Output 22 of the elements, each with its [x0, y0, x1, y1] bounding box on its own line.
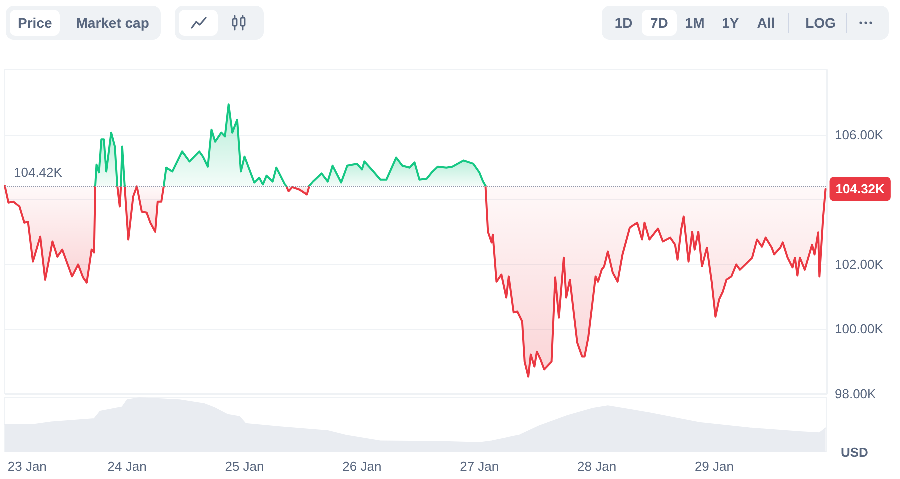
range-label: All — [757, 15, 776, 31]
x-tick-label: 25 Jan — [225, 459, 264, 474]
range-label: 1Y — [722, 15, 740, 31]
range-label: 1M — [685, 15, 705, 31]
data-label: 104.32K — [836, 182, 886, 197]
x-tick-label: 23 Jan — [8, 459, 47, 474]
ref-line-label: 104.42K — [14, 164, 63, 180]
y-tick-label: 106.00K — [835, 127, 884, 142]
x-tick-label: 29 Jan — [694, 459, 734, 474]
tab-label: Price — [18, 15, 52, 31]
x-tick-label: 27 Jan — [460, 459, 500, 474]
range-label: 7D — [650, 15, 668, 31]
y-tick-label: 102.00K — [835, 256, 884, 272]
y-axis-title: USD — [841, 445, 868, 460]
y-tick-label: 98.00K — [835, 386, 877, 402]
x-tick-label: 28 Jan — [578, 459, 617, 474]
x-tick-label: 26 Jan — [342, 459, 382, 474]
x-tick-label: 24 Jan — [108, 459, 147, 474]
y-tick-label: 100.00K — [835, 322, 884, 337]
tab-label: Market cap — [76, 15, 150, 31]
range-label: 1D — [614, 15, 633, 31]
scale-label: LOG — [806, 15, 836, 31]
